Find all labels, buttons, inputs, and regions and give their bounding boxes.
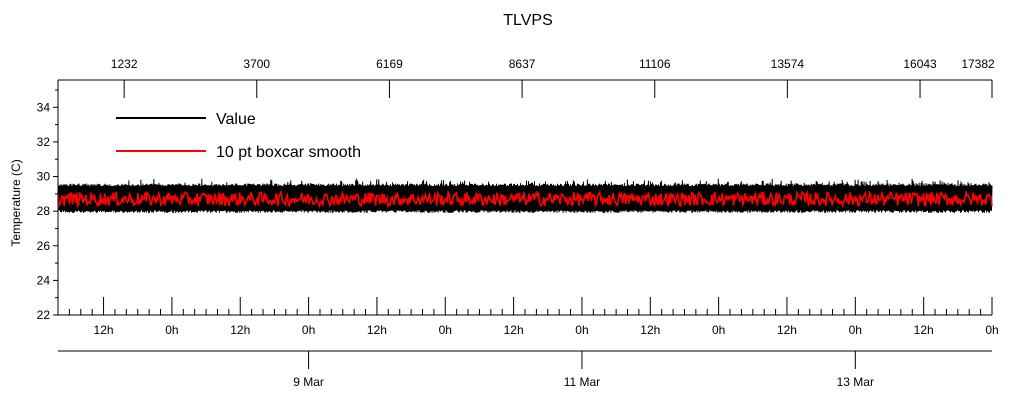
x-hour-tick-label: 12h — [367, 323, 387, 337]
y-tick-label: 32 — [37, 135, 51, 149]
top-axis-tick-label: 3700 — [243, 57, 270, 71]
x-hour-tick-label: 0h — [165, 323, 178, 337]
x-hour-tick-label: 0h — [985, 323, 998, 337]
y-axis-label: Temperature (C) — [9, 159, 23, 246]
chart-title: TLVPS — [503, 12, 553, 29]
x-hour-tick-label: 0h — [712, 323, 725, 337]
x-date-tick-label: 11 Mar — [564, 375, 600, 389]
axes-layer: 22 24 26 28 30 32 34 12h 0h 12h 0h 12h 0h 12h 0h 12h 0h 1… — [37, 57, 999, 389]
x-hour-tick-label: 12h — [640, 323, 660, 337]
series-smooth-line — [57, 189, 993, 209]
legend: Value 10 pt boxcar smooth — [116, 111, 361, 161]
top-axis-tick-label: 13574 — [771, 57, 805, 71]
x-hour-tick-label: 0h — [302, 323, 315, 337]
top-axis-tick-label: 16043 — [903, 57, 937, 71]
top-axis-tick-label: 8637 — [509, 57, 536, 71]
x-hour-tick-label: 0h — [575, 323, 588, 337]
y-tick-label: 30 — [37, 170, 51, 184]
top-axis-tick-label: 11106 — [639, 57, 671, 71]
series-value-line — [57, 178, 993, 213]
y-tick-label: 26 — [37, 239, 51, 253]
legend-label-value: Value — [216, 111, 256, 128]
top-axis-tick-label: 1232 — [111, 57, 138, 71]
series-layer — [57, 178, 993, 213]
y-tick-label: 24 — [37, 273, 51, 287]
x-hour-tick-label: 0h — [849, 323, 862, 337]
x-hour-tick-label: 12h — [914, 323, 934, 337]
x-hour-tick-label: 12h — [230, 323, 250, 337]
y-tick-label: 34 — [37, 100, 51, 114]
x-hour-tick-label: 0h — [439, 323, 452, 337]
x-hour-tick-label: 12h — [94, 323, 114, 337]
top-axis-tick-label: 17382 — [961, 57, 995, 71]
x-hour-tick-label: 12h — [777, 323, 797, 337]
legend-label-smooth: 10 pt boxcar smooth — [216, 144, 361, 161]
x-hour-tick-label: 12h — [504, 323, 524, 337]
x-date-tick-label: 13 Mar — [837, 375, 874, 389]
top-axis-tick-label: 6169 — [376, 57, 403, 71]
y-tick-label: 22 — [37, 308, 51, 322]
y-tick-label: 28 — [37, 204, 51, 218]
x-date-tick-label: 9 Mar — [293, 375, 324, 389]
